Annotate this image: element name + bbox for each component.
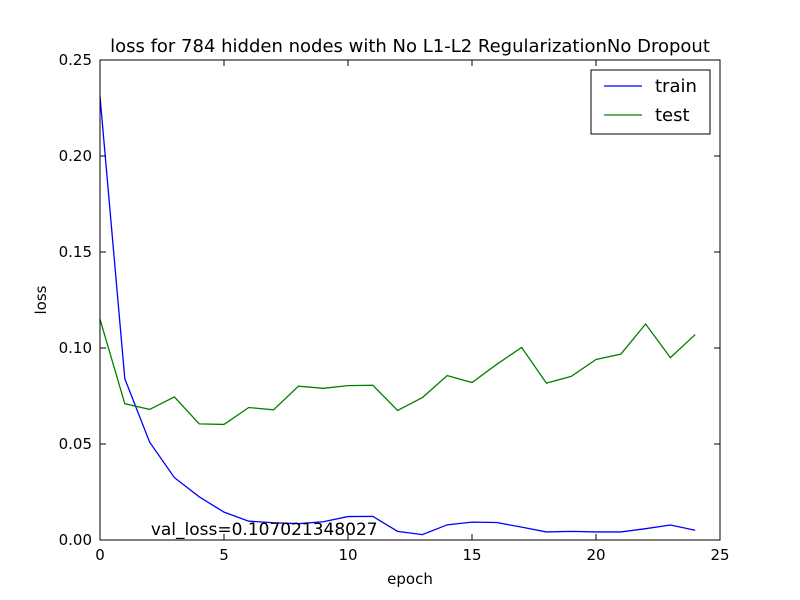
y-tick-label: 0.25 bbox=[59, 51, 92, 69]
legend-label-train: train bbox=[655, 76, 697, 97]
x-tick-label: 0 bbox=[95, 546, 105, 564]
x-tick-label: 15 bbox=[462, 546, 481, 564]
x-tick-label: 5 bbox=[219, 546, 229, 564]
x-axis-label: epoch bbox=[387, 570, 433, 588]
annotation-layer: val_loss=0.107021348027 bbox=[151, 520, 378, 540]
ticks-layer: 0 5 10 15 20 25 0.00 0.05 0.10 0.15 0.20 0.25 bbox=[59, 51, 730, 564]
y-tick-label: 0.20 bbox=[59, 147, 92, 165]
x-tick-label: 25 bbox=[710, 546, 729, 564]
y-tick-label: 0.15 bbox=[59, 243, 92, 261]
y-tick-label: 0.10 bbox=[59, 339, 92, 357]
x-tick-label: 10 bbox=[338, 546, 357, 564]
plot-frame bbox=[99, 59, 721, 541]
legend: train test bbox=[590, 69, 711, 135]
y-tick-label: 0.05 bbox=[59, 435, 92, 453]
chart-title: loss for 784 hidden nodes with No L1-L2 … bbox=[110, 36, 710, 57]
legend-box bbox=[590, 69, 711, 135]
val-loss-annotation: val_loss=0.107021348027 bbox=[151, 520, 378, 540]
legend-label-test: test bbox=[655, 105, 690, 126]
y-tick-label: 0.00 bbox=[59, 531, 92, 549]
series-layer bbox=[99, 96, 696, 536]
series-line-train bbox=[99, 96, 696, 536]
y-axis-label: loss bbox=[32, 285, 50, 314]
x-tick-label: 20 bbox=[586, 546, 605, 564]
series-line-test bbox=[99, 319, 696, 426]
